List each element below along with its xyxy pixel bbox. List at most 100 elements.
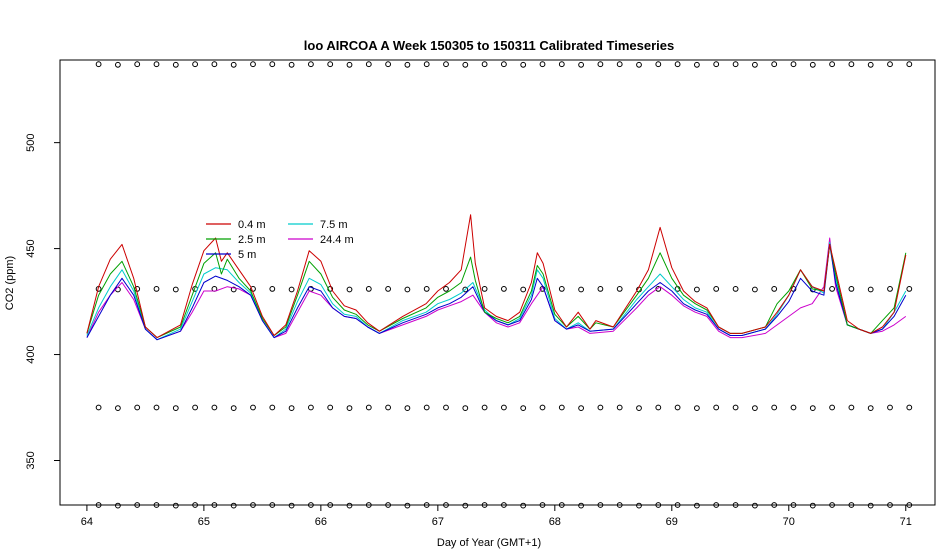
reference-marker bbox=[115, 405, 121, 412]
reference-marker bbox=[520, 61, 527, 68]
reference-marker bbox=[578, 61, 584, 68]
reference-marker bbox=[655, 286, 662, 292]
reference-marker bbox=[115, 502, 121, 509]
reference-marker bbox=[906, 286, 913, 292]
reference-marker bbox=[308, 61, 314, 68]
reference-marker bbox=[423, 61, 430, 68]
reference-marker bbox=[867, 502, 874, 509]
reference-marker bbox=[95, 404, 102, 411]
reference-marker bbox=[385, 286, 392, 292]
reference-marker bbox=[172, 405, 179, 412]
y-tick-label: 350 bbox=[25, 451, 37, 469]
reference-marker bbox=[848, 404, 855, 411]
reference-marker bbox=[423, 286, 430, 292]
reference-marker bbox=[327, 404, 334, 411]
y-axis-label: CO2 (ppm) bbox=[4, 256, 16, 310]
reference-marker bbox=[809, 61, 816, 68]
reference-marker bbox=[694, 61, 700, 68]
reference-marker bbox=[288, 405, 295, 412]
reference-marker bbox=[269, 404, 276, 411]
series-lines bbox=[86, 214, 907, 341]
legend-label: 0.4 m bbox=[238, 219, 266, 231]
reference-marker bbox=[462, 286, 469, 293]
reference-marker bbox=[694, 502, 700, 509]
reference-marker bbox=[211, 404, 218, 411]
reference-marker bbox=[694, 405, 700, 412]
reference-marker bbox=[481, 61, 488, 68]
x-tick-label: 68 bbox=[549, 516, 561, 528]
reference-marker bbox=[597, 61, 604, 68]
reference-marker bbox=[230, 286, 237, 293]
reference-marker bbox=[790, 61, 797, 68]
x-tick-label: 66 bbox=[315, 516, 327, 528]
x-tick-label: 70 bbox=[783, 516, 795, 528]
reference-marker bbox=[539, 61, 546, 68]
legend-item: 0.4 m bbox=[206, 219, 266, 231]
reference-marker bbox=[443, 61, 449, 68]
reference-marker bbox=[848, 286, 855, 292]
reference-marker bbox=[578, 405, 584, 412]
reference-marker bbox=[443, 404, 449, 411]
reference-marker bbox=[520, 286, 527, 293]
series-line-0-4-m bbox=[86, 214, 907, 339]
series-line-2-5-m bbox=[86, 243, 907, 339]
reference-marker bbox=[230, 61, 237, 68]
reference-marker bbox=[752, 502, 758, 509]
reference-marker bbox=[404, 61, 411, 68]
series-line-5-m bbox=[86, 243, 907, 341]
reference-marker bbox=[887, 404, 893, 411]
reference-marker bbox=[752, 286, 758, 293]
legend-item: 5 m bbox=[206, 249, 256, 261]
reference-marker bbox=[636, 405, 642, 412]
reference-marker bbox=[539, 404, 546, 411]
reference-marker bbox=[752, 61, 758, 68]
reference-marker bbox=[752, 405, 758, 412]
reference-marker bbox=[365, 404, 372, 411]
x-tick-label: 65 bbox=[198, 516, 210, 528]
reference-marker bbox=[346, 502, 353, 509]
reference-marker bbox=[404, 286, 411, 293]
reference-marker bbox=[288, 502, 295, 509]
y-tick-label: 500 bbox=[25, 133, 37, 151]
reference-marker bbox=[616, 404, 623, 411]
legend-label: 7.5 m bbox=[320, 219, 348, 231]
reference-marker bbox=[713, 286, 720, 292]
chart-title: loo AIRCOA A Week 150305 to 150311 Calib… bbox=[304, 38, 674, 53]
reference-marker bbox=[674, 404, 681, 411]
legend-item: 24.4 m bbox=[288, 234, 354, 246]
reference-marker bbox=[848, 61, 855, 68]
reference-marker bbox=[172, 286, 179, 293]
y-axis: 350 400 450 500 bbox=[25, 133, 61, 470]
reference-marker bbox=[443, 286, 449, 292]
reference-marker bbox=[887, 61, 893, 68]
legend: 0.4 m 2.5 m 5 m 7.5 m 24.4 m bbox=[206, 219, 354, 261]
x-axis: 64 65 66 67 68 69 70 71 bbox=[81, 504, 912, 528]
reference-marker bbox=[365, 61, 372, 68]
reference-marker bbox=[578, 286, 584, 293]
reference-marker bbox=[713, 61, 720, 68]
reference-marker bbox=[771, 286, 778, 292]
reference-marker bbox=[616, 61, 623, 68]
reference-marker bbox=[288, 61, 295, 68]
reference-marker bbox=[250, 404, 256, 411]
reference-marker bbox=[867, 286, 874, 293]
reference-marker bbox=[462, 502, 469, 509]
reference-marker bbox=[404, 405, 411, 412]
reference-marker bbox=[809, 405, 816, 412]
reference-marker bbox=[829, 286, 835, 292]
reference-marker bbox=[597, 404, 604, 411]
reference-marker bbox=[809, 502, 816, 509]
reference-marker bbox=[558, 61, 565, 68]
reference-marker bbox=[327, 61, 334, 68]
reference-marker bbox=[655, 404, 662, 411]
reference-marker bbox=[906, 404, 913, 411]
reference-marker bbox=[288, 286, 295, 293]
reference-marker bbox=[172, 502, 179, 509]
legend-item: 7.5 m bbox=[288, 219, 348, 231]
reference-marker bbox=[501, 61, 507, 68]
reference-marker bbox=[153, 404, 160, 411]
reference-marker bbox=[694, 286, 700, 293]
x-tick-label: 67 bbox=[432, 516, 444, 528]
y-tick-label: 400 bbox=[25, 345, 37, 363]
